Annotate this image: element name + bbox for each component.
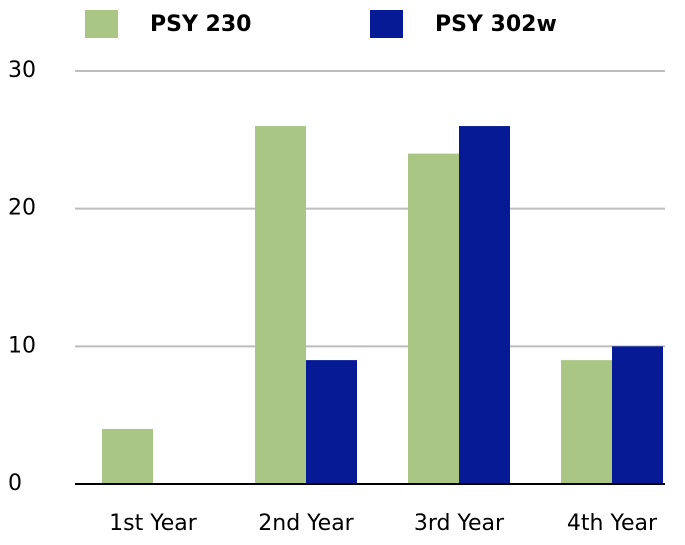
y-tick-label: 30 <box>8 58 36 83</box>
bar <box>408 153 459 484</box>
legend-label: PSY 230 <box>150 12 251 37</box>
bar <box>612 346 663 484</box>
legend-label: PSY 302w <box>435 12 557 37</box>
bar <box>306 360 357 484</box>
legend-swatch <box>85 10 118 38</box>
y-tick-label: 10 <box>8 333 36 358</box>
bar <box>459 126 510 485</box>
legend-swatch <box>370 10 403 38</box>
bar <box>561 360 612 484</box>
x-tick-label: 1st Year <box>109 511 198 536</box>
x-tick-label: 4th Year <box>567 511 658 536</box>
x-tick-label: 3rd Year <box>414 511 505 536</box>
x-tick-label: 2nd Year <box>258 511 354 536</box>
y-tick-label: 0 <box>8 471 22 496</box>
bar <box>102 428 153 484</box>
bar <box>255 126 306 485</box>
y-tick-label: 20 <box>8 196 36 221</box>
